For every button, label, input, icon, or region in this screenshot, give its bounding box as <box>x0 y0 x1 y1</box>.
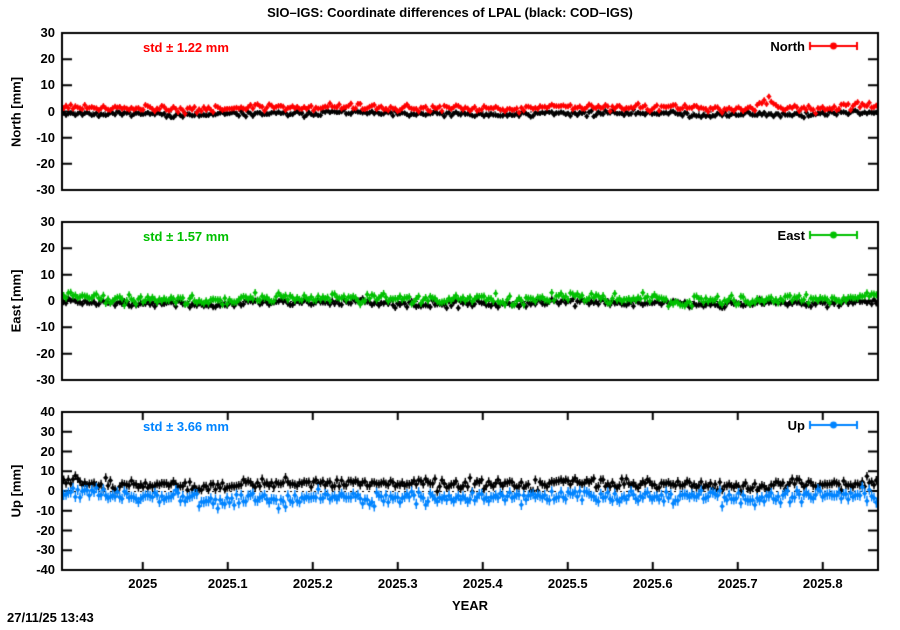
x-tick-label: 2025.4 <box>462 576 503 591</box>
y-tick-label: 20 <box>40 51 55 67</box>
x-tick-label: 2025.5 <box>547 576 588 591</box>
x-tick-label: 2025.1 <box>207 576 248 591</box>
y-tick-label: -40 <box>36 562 55 577</box>
y-tick-label: -10 <box>36 319 55 335</box>
y-tick-label: -20 <box>36 522 55 538</box>
y-tick-label: 10 <box>40 266 55 282</box>
x-tick-label: 2025.6 <box>632 576 673 591</box>
std-annotation-east: std ± 1.57 mm <box>143 229 229 244</box>
timestamp: 27/11/25 13:43 <box>7 610 94 625</box>
y-tick-label: 20 <box>40 443 55 459</box>
x-tick-label: 2025.2 <box>292 576 333 591</box>
y-tick-label: -30 <box>36 542 55 558</box>
x-tick-label: 2025.3 <box>377 576 418 591</box>
x-tick-label: 2025.8 <box>802 576 843 591</box>
y-tick-label: 0 <box>47 103 55 119</box>
legend-label-north: North <box>770 39 805 54</box>
std-annotation-north: std ± 1.22 mm <box>143 40 229 55</box>
legend-label-up: Up <box>787 418 805 433</box>
y-tick-label: -30 <box>36 372 55 387</box>
y-tick-label: 10 <box>40 77 55 93</box>
y-tick-label: 0 <box>47 293 55 308</box>
y-tick-label: 30 <box>40 423 55 439</box>
y-tick-label: -10 <box>36 129 55 145</box>
y-tick-label: 10 <box>40 463 55 479</box>
x-tick-label: 2025.7 <box>717 576 758 591</box>
y-tick-label: -30 <box>36 182 55 197</box>
legend-label-east: East <box>777 228 805 243</box>
y-tick-label: 30 <box>40 214 55 229</box>
y-tick-label: 30 <box>40 25 55 40</box>
y-tick-label: -20 <box>36 345 55 361</box>
y-tick-label: 20 <box>40 240 55 256</box>
chart-title: SIO–IGS: Coordinate differences of LPAL … <box>267 5 633 20</box>
x-axis-label: YEAR <box>451 598 489 613</box>
y-tick-label: -20 <box>36 155 55 171</box>
x-tick-label: 2025 <box>128 576 158 591</box>
y-tick-label: 0 <box>47 483 55 498</box>
y-tick-label: 40 <box>40 404 55 419</box>
y-tick-label: -10 <box>36 502 55 518</box>
std-annotation-up: std ± 3.66 mm <box>143 419 229 434</box>
